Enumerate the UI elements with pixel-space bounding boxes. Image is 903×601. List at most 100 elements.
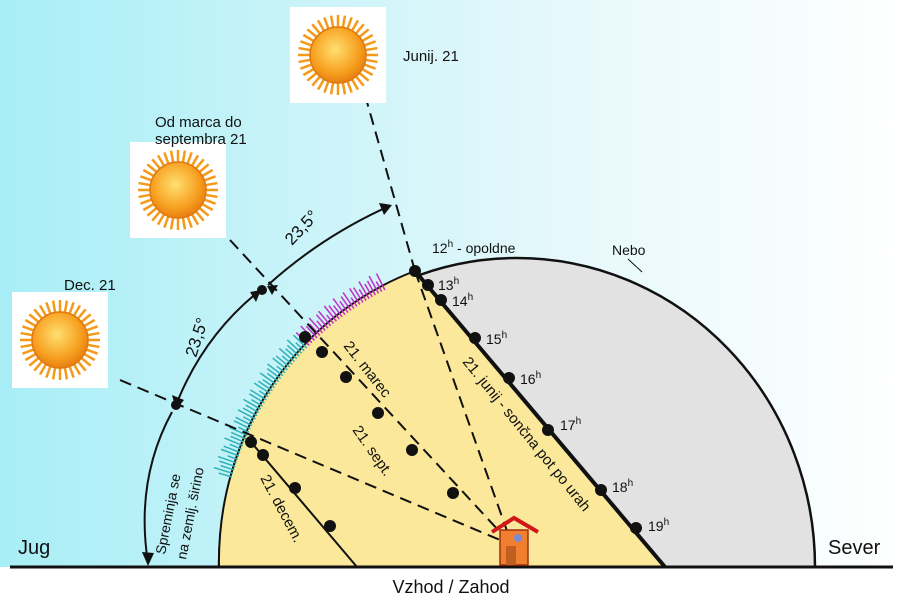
sun-ray <box>204 193 218 199</box>
sun-ray <box>139 175 154 182</box>
sun-ray <box>169 150 175 164</box>
sun-ray <box>169 216 175 230</box>
sun-ray <box>350 77 360 91</box>
hatch-line <box>237 426 250 433</box>
dot <box>245 436 257 448</box>
hatch-line <box>328 305 340 320</box>
hatch-line <box>368 275 380 294</box>
hatch-line <box>233 420 251 430</box>
hatch-line <box>375 273 386 291</box>
dot <box>469 332 481 344</box>
sun-ray <box>341 81 347 95</box>
sun-ray <box>316 19 326 33</box>
sun-ray <box>138 193 152 199</box>
east-west-label: Vzhod / Zahod <box>392 577 509 597</box>
hatch-line <box>295 342 305 352</box>
north-label: Sever <box>828 537 881 559</box>
hour-label: 19h <box>648 517 669 534</box>
december-label: Dec. 21 <box>64 277 116 294</box>
sun-ray <box>138 181 152 187</box>
hatch-line <box>305 325 318 339</box>
sun-ray <box>142 168 156 178</box>
hatch-line <box>235 416 253 427</box>
sun-ray <box>142 202 156 212</box>
hatch-line <box>364 283 373 298</box>
hour-suffix: h <box>664 517 670 528</box>
arrowhead <box>267 285 278 295</box>
dot <box>406 444 418 456</box>
sun-ray <box>186 214 193 229</box>
hatch-line <box>245 404 260 414</box>
equinox-label: Od marca do <box>155 114 242 131</box>
equinox-label: septembra 21 <box>155 131 247 148</box>
sun <box>130 142 226 238</box>
equinox-ray <box>229 239 513 546</box>
house <box>490 515 540 566</box>
hatch-line <box>237 409 256 420</box>
sun-ray <box>360 33 374 43</box>
sun-ray <box>362 40 377 47</box>
dot <box>435 294 447 306</box>
sun-ray <box>24 352 38 362</box>
sun-ray <box>33 308 44 321</box>
sun-ray <box>346 79 353 94</box>
hatch-line <box>308 317 324 334</box>
sun-ray <box>323 16 330 31</box>
sun-ray <box>20 343 34 349</box>
june-path <box>413 269 667 569</box>
dot <box>409 265 421 277</box>
sun-ray <box>28 313 41 324</box>
dot <box>595 484 607 496</box>
arrowheads <box>142 203 392 566</box>
hatch-line <box>275 355 291 368</box>
hatch-line <box>309 323 321 336</box>
sun-ray <box>306 28 319 39</box>
sun-ray <box>298 58 312 64</box>
sun-ray <box>311 74 322 87</box>
sun-ray <box>194 209 205 222</box>
hatch-line <box>272 357 288 371</box>
hatch-line <box>353 287 364 303</box>
sun-ray <box>202 175 217 182</box>
hatch-line <box>349 288 361 305</box>
sun-ray <box>329 15 335 29</box>
hatch-line <box>242 416 255 423</box>
arrowhead <box>250 290 261 302</box>
hatch-line <box>323 305 337 322</box>
arrowhead <box>379 203 392 215</box>
sun-ray <box>181 216 187 230</box>
sun <box>290 7 386 103</box>
sun-region <box>217 269 668 568</box>
arc <box>177 291 259 401</box>
dot <box>372 407 384 419</box>
hour-number: 13 <box>438 277 454 293</box>
sun-ray <box>63 366 69 380</box>
sun-ray <box>68 364 75 379</box>
hatch-line <box>229 426 248 437</box>
hatch-line <box>366 280 377 296</box>
hatch-line <box>219 460 236 468</box>
hatch-line <box>220 448 240 457</box>
sun-ray <box>76 308 87 321</box>
hatch-line <box>333 305 343 318</box>
sun-ray <box>298 46 312 52</box>
sun-ray <box>156 212 166 226</box>
december-path <box>250 441 358 568</box>
sun-ray <box>364 58 378 64</box>
sun-ray <box>316 77 326 91</box>
sun-ray <box>194 158 205 171</box>
hour-number: 15 <box>486 331 502 347</box>
hatch-line <box>342 291 355 309</box>
sun-ray <box>200 202 214 212</box>
june-noon-line <box>414 270 513 546</box>
sun-ray <box>72 304 82 318</box>
hatch-line <box>230 435 245 443</box>
sun-ray <box>311 23 322 36</box>
hatch-line <box>332 298 346 316</box>
sun-ray <box>364 46 378 52</box>
hour-suffix: h <box>536 370 542 381</box>
hatch-line <box>375 281 383 293</box>
sun-ray <box>84 325 99 332</box>
sky-label: Nebo <box>612 242 646 258</box>
hour-label: 14h <box>452 292 473 309</box>
